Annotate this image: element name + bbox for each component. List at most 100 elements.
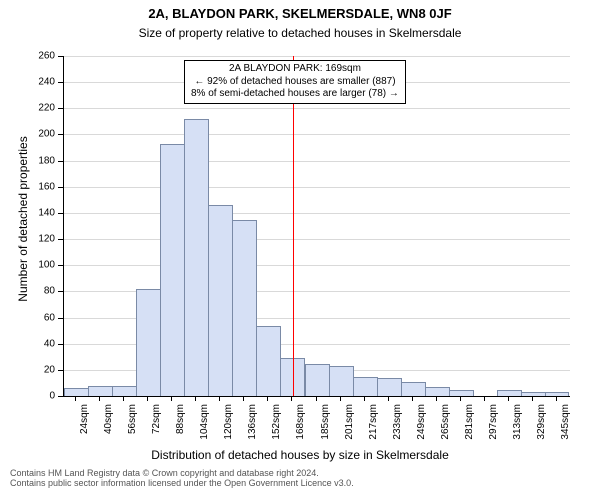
x-tick-label: 201sqm bbox=[344, 404, 355, 444]
x-tick-label: 345sqm bbox=[560, 404, 571, 444]
y-tick bbox=[58, 344, 63, 345]
x-tick-label: 88sqm bbox=[175, 404, 186, 444]
x-tick bbox=[243, 396, 244, 401]
x-tick-label: 329sqm bbox=[536, 404, 547, 444]
histogram-bar bbox=[377, 378, 402, 396]
y-tick bbox=[58, 318, 63, 319]
x-tick bbox=[171, 396, 172, 401]
x-tick bbox=[123, 396, 124, 401]
x-tick bbox=[340, 396, 341, 401]
annotation-line: ← 92% of detached houses are smaller (88… bbox=[191, 76, 399, 89]
x-tick-label: 24sqm bbox=[79, 404, 90, 444]
histogram-bar bbox=[425, 387, 450, 396]
y-tick bbox=[58, 291, 63, 292]
histogram-bar bbox=[497, 390, 522, 396]
x-tick bbox=[364, 396, 365, 401]
gridline bbox=[64, 56, 570, 57]
histogram-bar bbox=[112, 386, 137, 396]
y-tick bbox=[58, 213, 63, 214]
y-tick-label: 60 bbox=[31, 312, 55, 323]
y-tick-label: 260 bbox=[31, 51, 55, 62]
footer-line: Contains HM Land Registry data © Crown c… bbox=[10, 468, 354, 478]
x-tick bbox=[508, 396, 509, 401]
x-tick bbox=[75, 396, 76, 401]
x-tick-label: 313sqm bbox=[512, 404, 523, 444]
x-tick-label: 217sqm bbox=[368, 404, 379, 444]
gridline bbox=[64, 265, 570, 266]
annotation-box: 2A BLAYDON PARK: 169sqm← 92% of detached… bbox=[184, 60, 406, 104]
histogram-bar bbox=[401, 382, 426, 396]
histogram-bar bbox=[232, 220, 257, 396]
y-tick bbox=[58, 239, 63, 240]
y-tick-label: 80 bbox=[31, 286, 55, 297]
y-tick bbox=[58, 187, 63, 188]
histogram-bar bbox=[136, 289, 161, 396]
y-tick-label: 180 bbox=[31, 155, 55, 166]
x-tick bbox=[291, 396, 292, 401]
plot-area: 2A BLAYDON PARK: 169sqm← 92% of detached… bbox=[63, 56, 570, 397]
x-tick-label: 297sqm bbox=[488, 404, 499, 444]
x-tick-label: 185sqm bbox=[320, 404, 331, 444]
y-tick bbox=[58, 265, 63, 266]
x-tick bbox=[267, 396, 268, 401]
x-tick bbox=[556, 396, 557, 401]
x-tick-label: 265sqm bbox=[440, 404, 451, 444]
x-tick-label: 56sqm bbox=[127, 404, 138, 444]
y-tick bbox=[58, 82, 63, 83]
x-tick bbox=[195, 396, 196, 401]
chart-title: 2A, BLAYDON PARK, SKELMERSDALE, WN8 0JF bbox=[0, 6, 600, 21]
y-tick-label: 100 bbox=[31, 260, 55, 271]
histogram-bar bbox=[449, 390, 474, 396]
y-tick-label: 140 bbox=[31, 207, 55, 218]
x-tick bbox=[436, 396, 437, 401]
y-tick bbox=[58, 396, 63, 397]
gridline bbox=[64, 108, 570, 109]
y-tick-label: 20 bbox=[31, 364, 55, 375]
x-tick-label: 136sqm bbox=[247, 404, 258, 444]
histogram-bar bbox=[329, 366, 354, 396]
reference-line bbox=[293, 56, 294, 396]
annotation-line: 8% of semi-detached houses are larger (7… bbox=[191, 88, 399, 101]
histogram-bar bbox=[280, 358, 305, 396]
x-tick bbox=[532, 396, 533, 401]
histogram-bar bbox=[64, 388, 89, 396]
gridline bbox=[64, 134, 570, 135]
gridline bbox=[64, 161, 570, 162]
y-tick bbox=[58, 56, 63, 57]
footer-attribution: Contains HM Land Registry data © Crown c… bbox=[10, 468, 354, 488]
x-axis-label: Distribution of detached houses by size … bbox=[0, 448, 600, 462]
x-tick bbox=[219, 396, 220, 401]
x-tick-label: 152sqm bbox=[271, 404, 282, 444]
histogram-bar bbox=[88, 386, 113, 396]
y-tick-label: 220 bbox=[31, 103, 55, 114]
x-tick-label: 281sqm bbox=[464, 404, 475, 444]
histogram-bar bbox=[353, 377, 378, 396]
y-tick-label: 240 bbox=[31, 77, 55, 88]
x-tick bbox=[147, 396, 148, 401]
histogram-bar bbox=[305, 364, 330, 396]
x-tick bbox=[388, 396, 389, 401]
histogram-bar bbox=[184, 119, 209, 396]
gridline bbox=[64, 213, 570, 214]
y-tick-label: 0 bbox=[31, 391, 55, 402]
histogram-bar bbox=[521, 392, 546, 396]
histogram-bar bbox=[545, 392, 570, 396]
chart-subtitle: Size of property relative to detached ho… bbox=[0, 26, 600, 40]
y-tick bbox=[58, 161, 63, 162]
x-tick-label: 40sqm bbox=[103, 404, 114, 444]
y-tick bbox=[58, 108, 63, 109]
x-tick-label: 104sqm bbox=[199, 404, 210, 444]
footer-line: Contains public sector information licen… bbox=[10, 478, 354, 488]
x-tick-label: 249sqm bbox=[416, 404, 427, 444]
x-tick-label: 120sqm bbox=[223, 404, 234, 444]
y-tick bbox=[58, 134, 63, 135]
y-tick-label: 160 bbox=[31, 181, 55, 192]
x-tick-label: 72sqm bbox=[151, 404, 162, 444]
histogram-bar bbox=[208, 205, 233, 396]
gridline bbox=[64, 187, 570, 188]
histogram-chart: 2A, BLAYDON PARK, SKELMERSDALE, WN8 0JF … bbox=[0, 0, 600, 500]
x-tick bbox=[412, 396, 413, 401]
x-tick bbox=[460, 396, 461, 401]
x-tick bbox=[99, 396, 100, 401]
y-tick bbox=[58, 370, 63, 371]
